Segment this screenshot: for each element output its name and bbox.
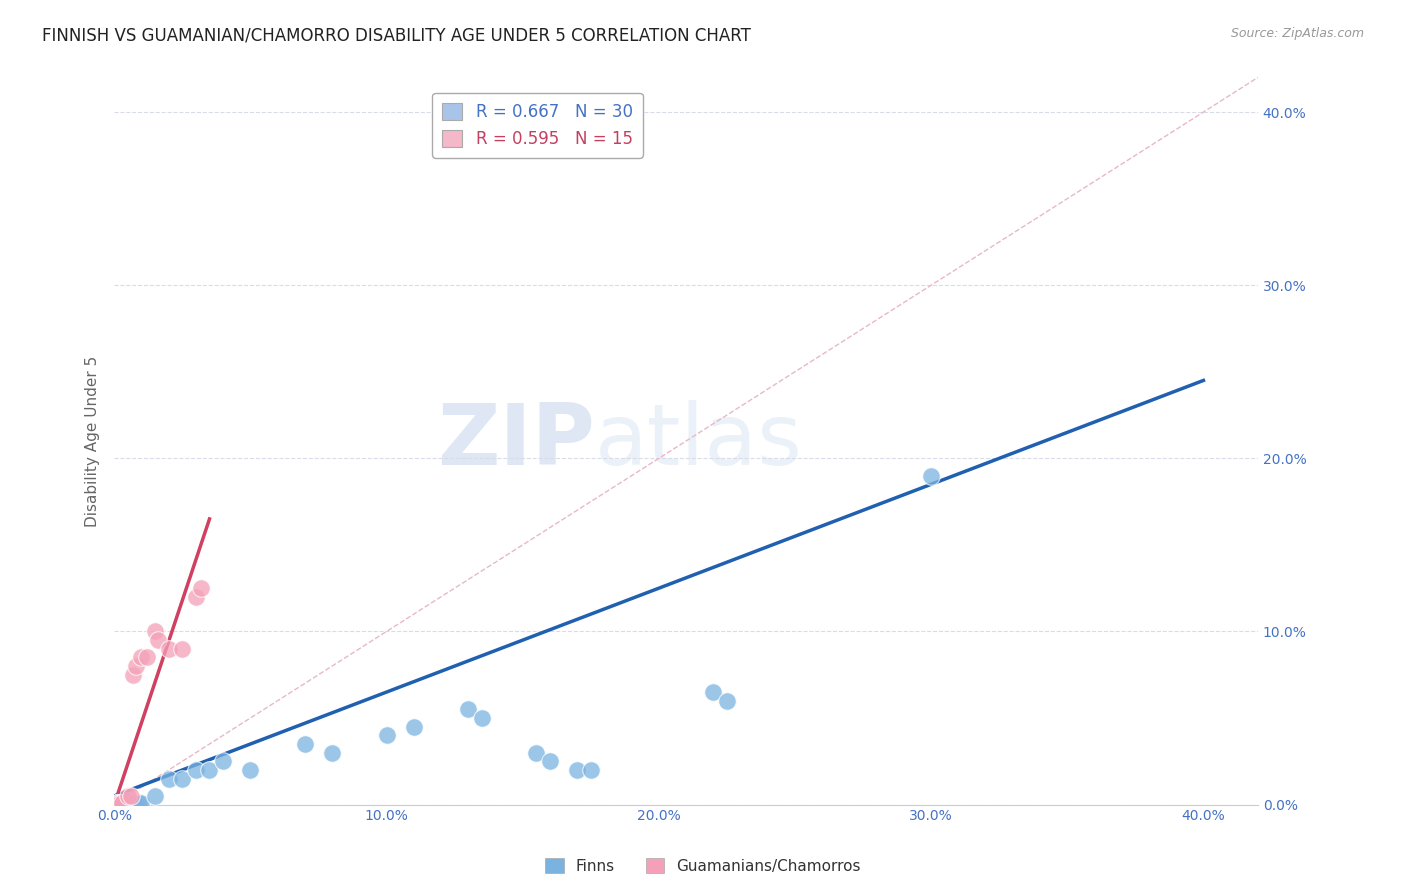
Point	[172, 772, 194, 786]
Point	[524, 746, 547, 760]
Point	[920, 468, 942, 483]
Point	[172, 641, 194, 656]
Text: FINNISH VS GUAMANIAN/CHAMORRO DISABILITY AGE UNDER 5 CORRELATION CHART: FINNISH VS GUAMANIAN/CHAMORRO DISABILITY…	[42, 27, 751, 45]
Legend: Finns, Guamanians/Chamorros: Finns, Guamanians/Chamorros	[540, 852, 866, 880]
Point	[538, 755, 561, 769]
Point	[108, 796, 131, 810]
Point	[375, 728, 398, 742]
Point	[131, 796, 153, 810]
Text: atlas: atlas	[595, 400, 803, 483]
Point	[157, 772, 180, 786]
Point	[239, 763, 262, 777]
Legend: R = 0.667   N = 30, R = 0.595   N = 15: R = 0.667 N = 30, R = 0.595 N = 15	[432, 93, 643, 158]
Point	[122, 667, 145, 681]
Point	[402, 720, 425, 734]
Point	[212, 755, 235, 769]
Point	[184, 590, 207, 604]
Point	[128, 796, 150, 810]
Text: Source: ZipAtlas.com: Source: ZipAtlas.com	[1230, 27, 1364, 40]
Point	[190, 581, 212, 595]
Point	[108, 796, 131, 810]
Point	[120, 796, 142, 810]
Point	[131, 650, 153, 665]
Text: ZIP: ZIP	[437, 400, 595, 483]
Point	[457, 702, 479, 716]
Point	[565, 763, 588, 777]
Point	[579, 763, 602, 777]
Point	[117, 789, 139, 803]
Point	[105, 796, 128, 810]
Point	[105, 796, 128, 810]
Point	[117, 794, 139, 808]
Point	[143, 789, 166, 803]
Point	[157, 641, 180, 656]
Point	[122, 796, 145, 810]
Y-axis label: Disability Age Under 5: Disability Age Under 5	[86, 355, 100, 526]
Point	[114, 796, 136, 810]
Point	[702, 685, 724, 699]
Point	[471, 711, 494, 725]
Point	[184, 763, 207, 777]
Point	[146, 633, 169, 648]
Point	[321, 746, 343, 760]
Point	[111, 796, 134, 810]
Point	[198, 763, 221, 777]
Point	[135, 650, 157, 665]
Point	[120, 789, 142, 803]
Point	[143, 624, 166, 639]
Point	[294, 737, 316, 751]
Point	[125, 796, 148, 810]
Point	[716, 694, 738, 708]
Point	[125, 659, 148, 673]
Point	[111, 796, 134, 810]
